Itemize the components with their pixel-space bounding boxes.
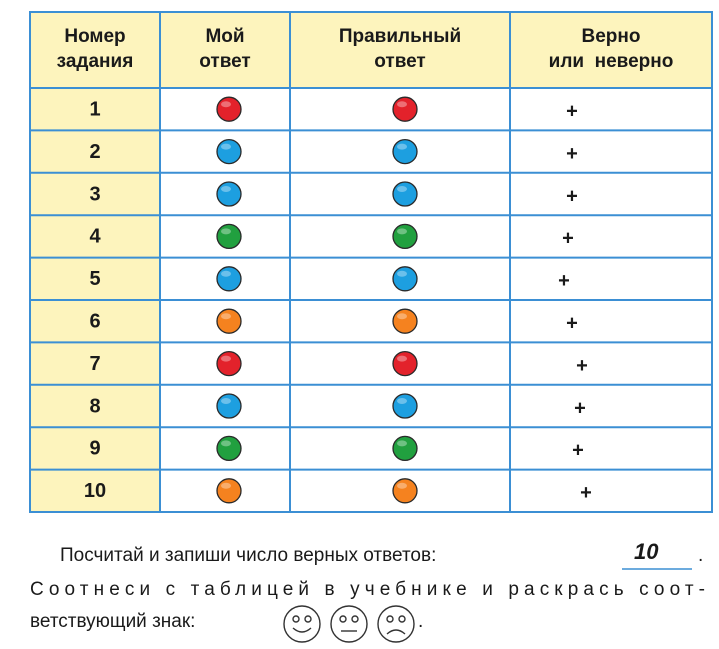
dot-shine bbox=[221, 143, 231, 150]
answer-dot bbox=[216, 266, 242, 292]
answer-dot bbox=[216, 350, 242, 377]
dot-shine bbox=[221, 228, 231, 235]
answer-dot bbox=[392, 393, 418, 419]
dot-shine bbox=[221, 101, 231, 108]
answer-dot bbox=[216, 435, 242, 462]
answer-dot bbox=[216, 96, 242, 122]
answer-dot bbox=[392, 350, 418, 377]
grid bbox=[29, 11, 713, 513]
mark: + bbox=[574, 397, 586, 419]
punct: . bbox=[698, 545, 703, 566]
dot-shine bbox=[221, 440, 231, 447]
dot-shine bbox=[397, 355, 407, 362]
answer-dot bbox=[392, 181, 418, 207]
dot-shine bbox=[397, 313, 407, 320]
task-number: 8 bbox=[89, 395, 100, 417]
answer-dot bbox=[392, 266, 418, 292]
mark: + bbox=[566, 185, 578, 207]
header: Мой bbox=[205, 26, 244, 47]
dot-shine bbox=[397, 101, 407, 108]
task-number: 5 bbox=[89, 268, 100, 290]
task-number: 7 bbox=[89, 353, 100, 375]
dot-shine bbox=[397, 270, 407, 277]
task-number: 9 bbox=[89, 438, 100, 460]
answer-dot bbox=[392, 478, 418, 504]
instruction: ветствующий знак: bbox=[30, 611, 195, 632]
dot-shine bbox=[221, 270, 231, 277]
header: ответ bbox=[199, 51, 251, 72]
dot-shine bbox=[397, 228, 407, 235]
dot-shine bbox=[397, 398, 407, 404]
header: Номер bbox=[64, 26, 125, 47]
answer-dot bbox=[216, 138, 242, 165]
mark: + bbox=[566, 312, 578, 334]
dot-shine bbox=[397, 143, 407, 150]
header-bg bbox=[30, 12, 712, 88]
task-number: 1 bbox=[89, 98, 100, 120]
faces bbox=[283, 605, 415, 643]
task-number: 6 bbox=[89, 310, 100, 332]
answer-dot bbox=[216, 393, 242, 419]
dot-shine bbox=[397, 186, 407, 192]
mark: + bbox=[566, 143, 578, 165]
task-number: 3 bbox=[89, 183, 100, 205]
header: задания bbox=[57, 51, 134, 72]
dot-shine bbox=[397, 482, 407, 489]
mark: + bbox=[580, 482, 592, 504]
task-number: 10 bbox=[84, 480, 106, 502]
answer-dot bbox=[392, 308, 418, 334]
answer: 10 bbox=[634, 539, 659, 564]
mark: + bbox=[558, 270, 570, 292]
header: или неверно bbox=[549, 51, 674, 72]
dot-shine bbox=[221, 186, 231, 192]
dot-shine bbox=[221, 313, 231, 320]
task-number: 4 bbox=[89, 226, 101, 248]
instruction: Соотнеси с таблицей в учебнике и раскрас… bbox=[30, 579, 705, 600]
dot-shine bbox=[221, 482, 231, 489]
mark: + bbox=[572, 440, 584, 462]
instruction: Посчитай и запиши число верных ответов: bbox=[60, 545, 436, 566]
dot-shine bbox=[221, 355, 231, 362]
mark: + bbox=[562, 228, 574, 250]
punct: . bbox=[418, 611, 423, 632]
header: Правильный bbox=[339, 26, 461, 47]
answer-dot bbox=[216, 181, 242, 207]
header: ответ bbox=[374, 51, 426, 72]
answer-dot bbox=[216, 308, 242, 334]
mark: + bbox=[566, 100, 578, 122]
task-number: 2 bbox=[89, 141, 100, 163]
answer-dot bbox=[392, 223, 418, 250]
dot-shine bbox=[221, 398, 231, 404]
dot-shine bbox=[397, 440, 407, 447]
answer-dot bbox=[392, 96, 418, 122]
answer-dot bbox=[392, 435, 418, 462]
answer-dot bbox=[216, 478, 242, 504]
mark: + bbox=[576, 355, 588, 377]
header: Верно bbox=[582, 26, 641, 47]
answer-dot bbox=[392, 138, 418, 165]
answer-dot bbox=[216, 223, 242, 250]
